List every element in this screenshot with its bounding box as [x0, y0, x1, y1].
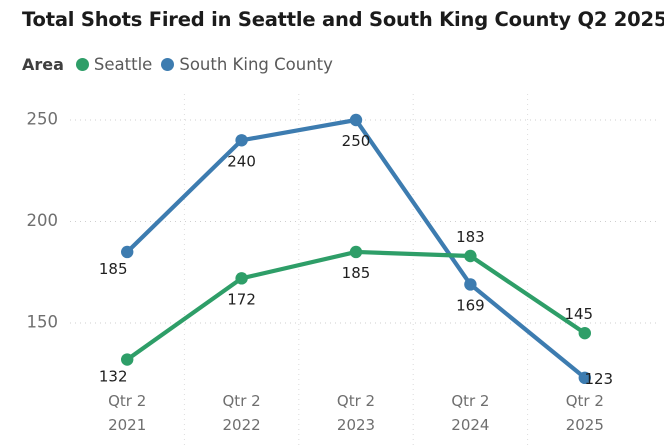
- x-axis-tick-label: Qtr 2: [223, 392, 261, 410]
- data-point-label: 185: [342, 264, 371, 282]
- legend-item-label: Seattle: [93, 54, 153, 74]
- x-axis-tick-label-year: 2024: [451, 416, 489, 434]
- data-point-label: 169: [456, 296, 485, 314]
- data-point[interactable]: [235, 134, 248, 147]
- x-axis-tick-label-year: 2021: [108, 416, 146, 434]
- x-axis-tick-label-year: 2023: [337, 416, 375, 434]
- legend-title: Area: [22, 54, 64, 74]
- data-point[interactable]: [464, 278, 477, 291]
- x-axis-tick-label: Qtr 2: [566, 392, 604, 410]
- x-axis-tick-label-year: 2025: [566, 416, 604, 434]
- data-point[interactable]: [349, 245, 363, 259]
- circle-marker-icon: [75, 57, 89, 71]
- data-point-label: 172: [227, 290, 256, 308]
- y-axis-tick-label: 250: [27, 110, 59, 129]
- legend-item-south-king-county[interactable]: South King County: [161, 55, 333, 74]
- plot-area: 150 200 250 Qtr 2 2021 Qtr 2 2022 Qtr 2 2023 Qtr …: [0, 90, 664, 448]
- y-axis-tick-label: 200: [27, 211, 59, 230]
- legend-item-seattle[interactable]: Seattle: [75, 54, 153, 74]
- data-point[interactable]: [464, 249, 477, 263]
- data-point[interactable]: [121, 245, 134, 259]
- data-point[interactable]: [121, 353, 134, 366]
- data-point[interactable]: [349, 113, 363, 127]
- y-axis-tick-label: 150: [27, 313, 59, 332]
- data-point-label: 240: [227, 152, 256, 170]
- circle-marker-icon: [161, 57, 175, 71]
- data-point[interactable]: [578, 371, 591, 385]
- data-point-label: 185: [99, 260, 128, 278]
- x-axis-tick-label: Qtr 2: [108, 392, 146, 410]
- x-axis-tick-label: Qtr 2: [451, 392, 489, 410]
- chart-legend: Area Seattle South King County: [22, 52, 333, 76]
- legend-item-label: South King County: [179, 54, 333, 74]
- line-chart-svg: 150 200 250 Qtr 2 2021 Qtr 2 2022 Qtr 2 2023 Qtr …: [27, 94, 660, 448]
- x-axis-tick-label: Qtr 2: [337, 392, 375, 410]
- data-point[interactable]: [578, 326, 591, 340]
- x-axis-tick-label-year: 2022: [223, 416, 261, 434]
- data-point-label: 123: [584, 370, 613, 388]
- data-point-label: 145: [564, 305, 593, 323]
- data-point[interactable]: [235, 272, 248, 285]
- page-title: Total Shots Fired in Seattle and South K…: [22, 8, 664, 31]
- data-point-label: 132: [99, 368, 128, 386]
- data-point-label: 250: [342, 132, 371, 150]
- data-point-label: 183: [456, 228, 485, 246]
